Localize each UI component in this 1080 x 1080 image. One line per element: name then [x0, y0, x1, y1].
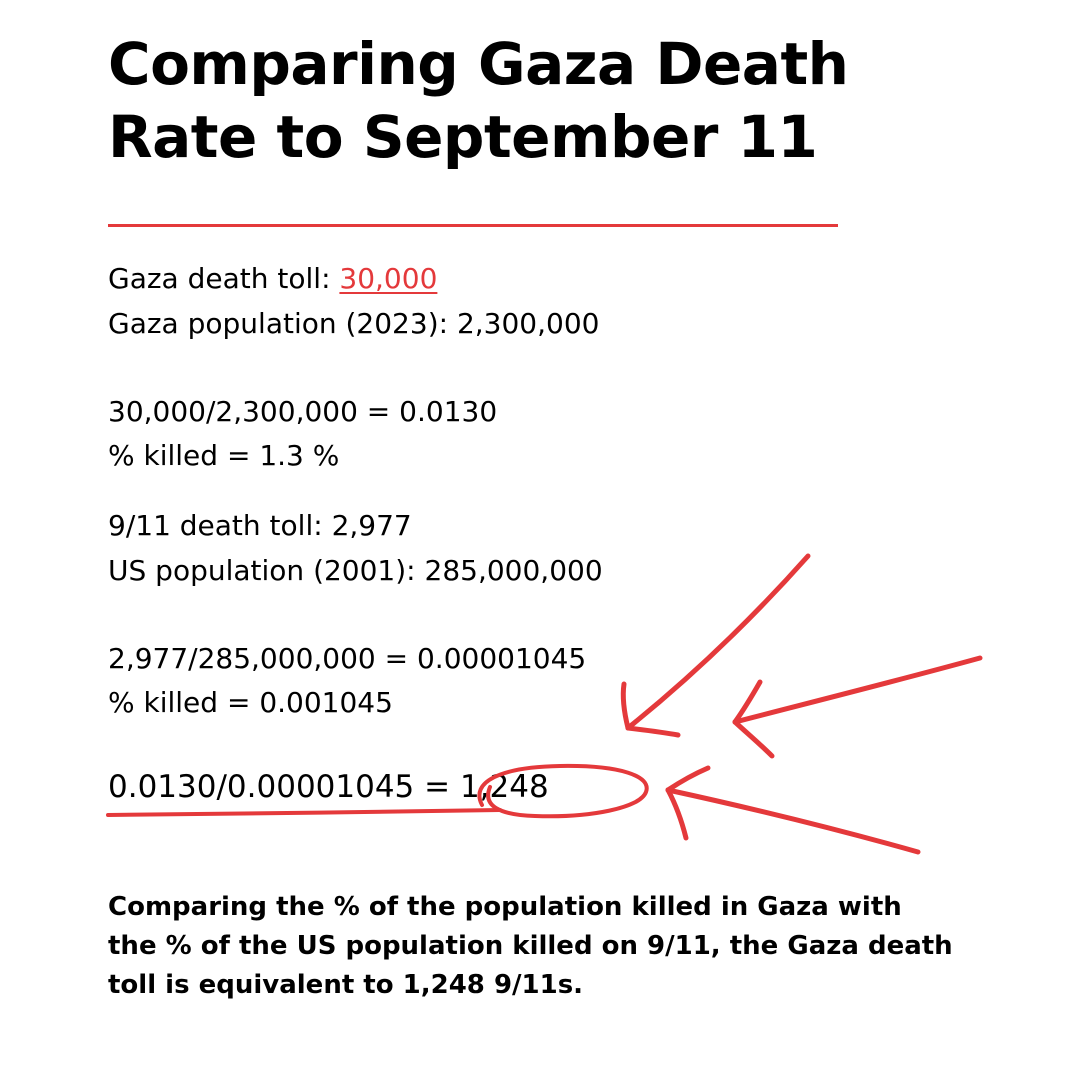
conclusion-line-1: Comparing the % of the population killed… — [108, 892, 902, 922]
conclusion-text: Comparing the % of the population killed… — [108, 888, 988, 1005]
title-line-1: Comparing Gaza Death — [108, 30, 849, 98]
title-line-2: Rate to September 11 — [108, 102, 818, 171]
conclusion-line-3: toll is equivalent to 1,248 9/11s. — [108, 970, 584, 1000]
ratio-result: 0.0130/0.00001045 = 1,248 — [108, 769, 549, 805]
gaza-death-toll: Gaza death toll: 30,000 — [108, 262, 438, 295]
arrow-middle-head-a — [732, 679, 763, 725]
arrow-lower-head-b — [665, 787, 689, 841]
us-calculation: 2,977/285,000,000 = 0.00001045 — [108, 642, 587, 675]
arrow-upper-icon — [625, 553, 811, 731]
arrow-middle-head-b — [732, 719, 775, 759]
gaza-calculation: 30,000/2,300,000 = 0.0130 — [108, 395, 498, 428]
title-underline — [108, 224, 838, 227]
arrow-lower-head-a — [665, 765, 711, 793]
arrow-upper-head-b — [625, 725, 681, 738]
arrow-lower-icon — [665, 787, 921, 855]
gaza-death-toll-label: Gaza death toll: — [108, 262, 340, 295]
gaza-population: Gaza population (2023): 2,300,000 — [108, 307, 600, 340]
page-title: Comparing Gaza Death Rate to September 1… — [108, 28, 988, 173]
us-population: US population (2001): 285,000,000 — [108, 554, 603, 587]
gaza-death-toll-link[interactable]: 30,000 — [339, 262, 438, 295]
us-death-toll: 9/11 death toll: 2,977 — [108, 509, 412, 542]
gaza-percent-killed: % killed = 1.3 % — [108, 439, 340, 472]
us-percent-killed: % killed = 0.001045 — [108, 686, 393, 719]
result-underline-stroke — [106, 808, 502, 817]
arrow-middle-icon — [732, 655, 983, 725]
conclusion-line-2: the % of the US population killed on 9/1… — [108, 931, 953, 961]
arrow-upper-head-a — [620, 681, 631, 731]
